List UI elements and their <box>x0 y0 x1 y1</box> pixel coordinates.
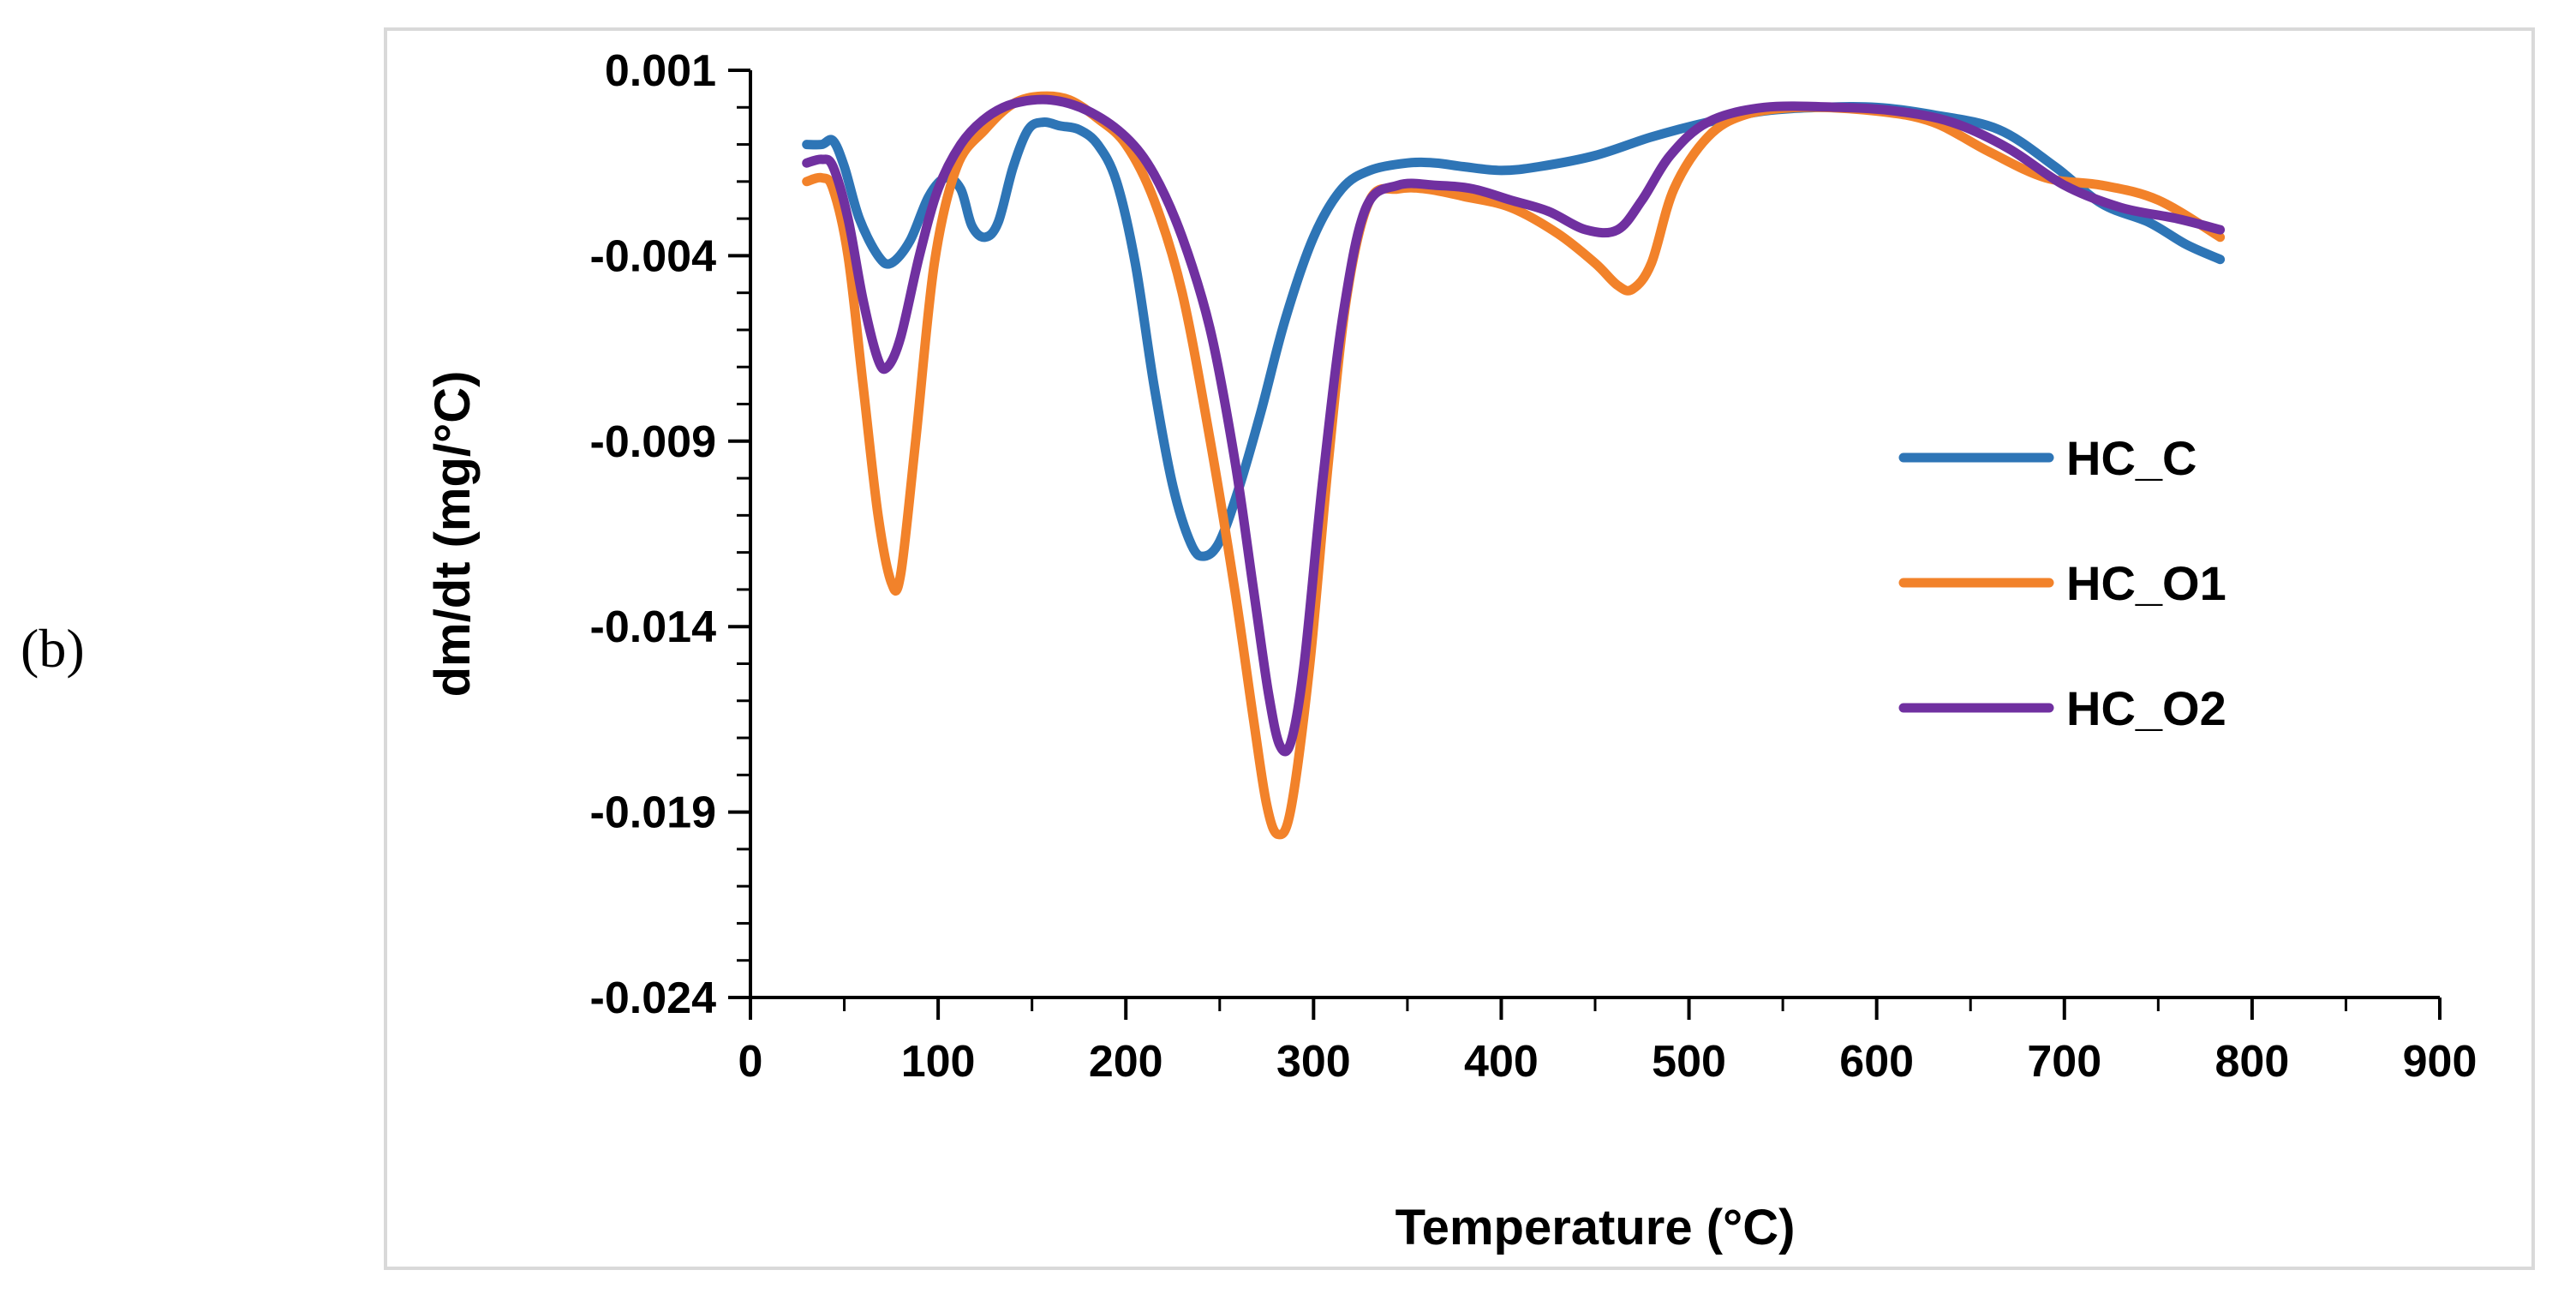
y-tick-label: -0.014 <box>590 602 717 652</box>
x-tick-label: 100 <box>901 1037 976 1087</box>
series-layer <box>802 91 2226 840</box>
legend-label-hc-o2: HC_O2 <box>2066 681 2226 735</box>
series-line-hc-o2 <box>802 94 2226 757</box>
legend: HC_C HC_O1 HC_O2 <box>1898 431 2226 735</box>
x-tick-label: 200 <box>1089 1037 1163 1087</box>
x-tick-label: 500 <box>1652 1037 1726 1087</box>
x-tick-label: 900 <box>2403 1037 2477 1087</box>
x-tick-label: 0 <box>738 1037 763 1087</box>
panel-label: (b) <box>21 618 85 679</box>
y-axis-title: dm/dt (mg/°C) <box>425 371 481 698</box>
series-line-hc-o1 <box>802 91 2226 840</box>
legend-label-hc-o1: HC_O1 <box>2066 556 2226 610</box>
legend-label-hc-c: HC_C <box>2066 431 2196 485</box>
x-tick-label: 400 <box>1464 1037 1539 1087</box>
axes-layer: 0.001 -0.004 -0.009 -0.014 -0.019 -0.024 0 100 2… <box>590 46 2477 1087</box>
x-tick-label: 600 <box>1839 1037 1914 1087</box>
x-tick-label: 700 <box>2027 1037 2101 1087</box>
x-tick-label: 300 <box>1276 1037 1351 1087</box>
x-axis-title: Temperature (°C) <box>1396 1200 1796 1255</box>
y-tick-label: -0.019 <box>590 788 716 838</box>
y-tick-label: -0.009 <box>590 417 716 467</box>
series-line-hc-c <box>802 101 2226 561</box>
y-tick-label: 0.001 <box>605 46 716 96</box>
y-tick-label: -0.024 <box>590 973 717 1023</box>
y-tick-label: -0.004 <box>590 231 717 281</box>
x-tick-label: 800 <box>2215 1037 2290 1087</box>
